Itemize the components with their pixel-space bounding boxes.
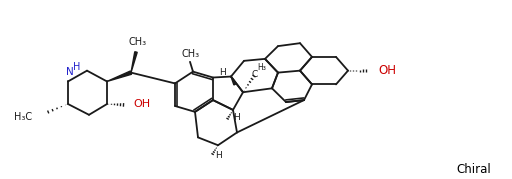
Text: H₃C: H₃C xyxy=(14,112,32,122)
Text: H₃: H₃ xyxy=(257,63,266,72)
Text: H: H xyxy=(232,113,240,122)
Text: C: C xyxy=(252,70,258,79)
Text: OH: OH xyxy=(378,64,396,77)
Polygon shape xyxy=(107,71,132,81)
Text: H: H xyxy=(215,151,221,159)
Text: Chiral: Chiral xyxy=(457,163,492,176)
Polygon shape xyxy=(131,52,137,73)
Polygon shape xyxy=(231,77,236,85)
Text: H: H xyxy=(73,62,81,72)
Text: N: N xyxy=(66,67,74,77)
Text: OH: OH xyxy=(133,99,150,109)
Text: CH₃: CH₃ xyxy=(129,37,147,47)
Text: H: H xyxy=(220,68,226,77)
Text: CH₃: CH₃ xyxy=(182,49,200,59)
